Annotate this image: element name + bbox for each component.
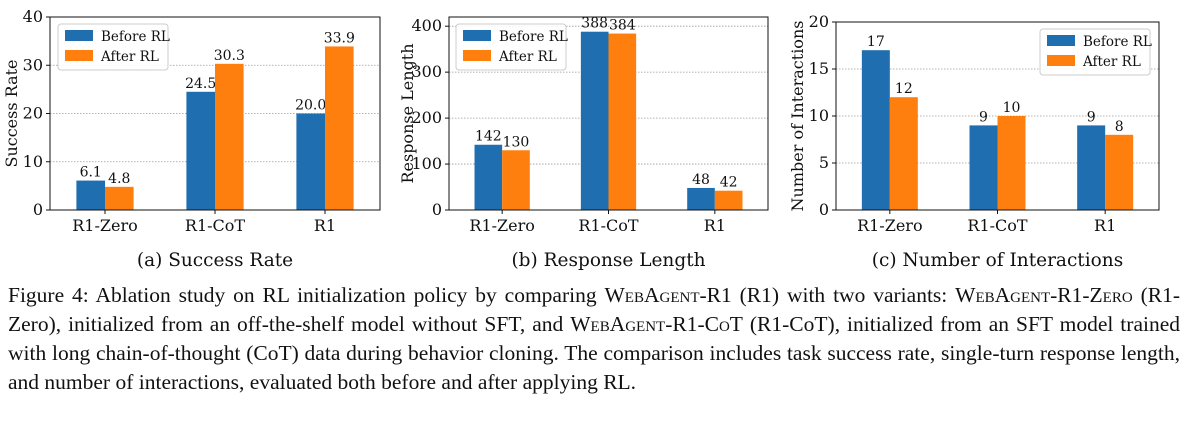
subcaption: (a) Success Rate [137,250,293,271]
data-label: 48 [692,172,710,188]
bar-before-rl [1077,125,1106,210]
x-tick-label: R1-Zero [857,216,923,235]
y-tick-label: 20 [23,104,43,123]
chart-panel-1: 6.1 4.8 R1-Zero 24.5 30.3 R1-CoT 20.0 33.9 R1 0 10… [2,7,381,271]
y-tick-label: 200 [411,108,442,127]
x-tick-label: R1-CoT [578,216,639,235]
y-tick-label: 20 [809,12,829,31]
subcaption: (b) Response Length [511,250,705,271]
x-tick-label: R1-CoT [185,216,246,235]
legend-swatch-before-rl [65,30,93,41]
x-tick-label: R1 [314,216,336,235]
caption-name-r1-zero: WebAgent-R1-Zero [955,283,1133,307]
bar-after-rl [889,97,918,210]
x-tick-label: R1-Zero [469,216,535,235]
y-tick-label: 10 [809,106,829,125]
legend-label: After RL [1082,54,1141,70]
legend-swatch-after-rl [1047,55,1075,66]
chart-panel-2: 142 130 R1-Zero 388 384 R1-CoT 48 42 R1 0 100 200 30… [398,16,769,271]
data-label: 8 [1115,119,1124,135]
data-label: 10 [1003,100,1021,116]
legend-label: After RL [100,49,159,65]
data-label: 6.1 [80,165,102,181]
data-label: 33.9 [324,30,355,46]
caption-text-1: Ablation study on RL initialization poli… [95,283,605,307]
y-tick-label: 100 [411,154,442,173]
bar-after-rl [105,186,134,210]
bar-before-rl [861,50,890,211]
x-tick-label: R1 [1094,216,1116,235]
caption-text-2: (R1) with two variants: [731,283,956,307]
y-tick-label: 5 [819,153,829,172]
data-label: 388 [581,16,608,32]
bar-after-rl [997,116,1026,210]
y-tick-label: 10 [23,152,43,171]
bar-before-rl [186,91,215,210]
data-label: 142 [475,129,502,145]
legend-label: Before RL [101,29,170,45]
figure-caption: Figure 4: Ablation study on RL initializ… [8,281,1180,397]
x-tick-label: R1-Zero [72,216,138,235]
y-axis-label: Number of Interactions [788,21,807,212]
data-label: 20.0 [295,98,326,114]
caption-text-4: (R1-CoT), initialized from an SFT model … [8,312,1181,394]
bar-after-rl [215,63,244,210]
bar-before-rl [580,31,609,211]
y-tick-label: 40 [23,7,43,26]
data-label: 24.5 [185,76,216,92]
bar-before-rl [687,187,715,210]
bar-before-rl [474,144,503,210]
legend-swatch-after-rl [65,50,93,61]
bar-before-rl [296,113,325,210]
plot-frame [835,21,1160,211]
bar-after-rl [325,46,354,211]
caption-name-r1-cot: WebAgent-R1-CoT [570,312,743,336]
bar-after-rl [714,190,743,210]
y-tick-label: 0 [819,200,829,219]
data-label: 17 [867,34,885,50]
y-tick-label: 400 [411,16,442,35]
y-axis-label: Success Rate [2,59,21,167]
caption-name-r1: WebAgent-R1 [604,283,732,307]
subcaption: (c) Number of Interactions [872,250,1123,271]
data-label: 9 [1087,109,1096,125]
legend-label: Before RL [499,29,568,45]
x-tick-label: R1 [704,216,726,235]
data-label: 12 [895,81,913,97]
data-label: 384 [609,18,636,34]
legend-swatch-before-rl [1047,35,1075,46]
bar-before-rl [969,125,998,210]
legend-swatch-after-rl [463,50,491,61]
y-tick-label: 30 [23,55,43,74]
y-tick-label: 300 [411,62,442,81]
data-label: 42 [720,175,738,191]
data-label: 4.8 [108,171,130,187]
bar-after-rl [1105,134,1134,210]
x-tick-label: R1-CoT [967,216,1028,235]
bar-after-rl [502,150,530,210]
legend-label: After RL [498,49,557,65]
data-label: 9 [979,109,988,125]
y-tick-label: 0 [432,200,442,219]
y-tick-label: 0 [33,200,43,219]
figure-charts: 6.1 4.8 R1-Zero 24.5 30.3 R1-CoT 20.0 33.9 R1 0 10… [2,7,1160,271]
caption-label: Figure 4: [8,283,89,307]
plot-frame [49,16,381,211]
bar-after-rl [608,33,637,210]
bar-before-rl [76,180,105,210]
y-axis-label: Response Length [398,43,417,183]
data-label: 130 [503,134,530,150]
plot-frame [448,16,769,211]
data-label: 30.3 [214,48,245,64]
y-tick-label: 15 [809,59,829,78]
caption-text-3: (R1-Zero), initialized from an off-the-s… [8,283,1180,336]
legend-swatch-before-rl [463,30,491,41]
legend-label: Before RL [1083,34,1152,50]
